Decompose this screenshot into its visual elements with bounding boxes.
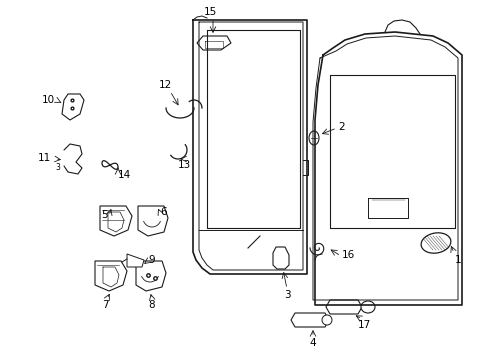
Ellipse shape (360, 301, 374, 313)
Ellipse shape (420, 233, 450, 253)
Polygon shape (95, 261, 127, 291)
Polygon shape (138, 206, 168, 236)
Text: 16: 16 (341, 250, 354, 260)
Text: 9: 9 (148, 255, 154, 265)
Polygon shape (197, 36, 230, 50)
Polygon shape (100, 206, 132, 236)
Text: 1: 1 (454, 255, 461, 265)
Text: 17: 17 (357, 320, 370, 330)
Polygon shape (136, 261, 165, 291)
Text: 8: 8 (148, 300, 155, 310)
Text: 3: 3 (55, 163, 60, 172)
Text: 13: 13 (178, 160, 191, 170)
Text: 12: 12 (158, 80, 171, 90)
Text: 2: 2 (337, 122, 344, 132)
Text: 10: 10 (42, 95, 55, 105)
Text: 14: 14 (118, 170, 131, 180)
Polygon shape (127, 254, 143, 267)
Ellipse shape (321, 315, 331, 325)
Polygon shape (62, 94, 84, 120)
Text: 11: 11 (38, 153, 51, 163)
Text: 15: 15 (203, 7, 216, 17)
Polygon shape (290, 313, 328, 327)
Text: 4: 4 (309, 338, 316, 348)
Ellipse shape (308, 131, 318, 145)
Text: 3: 3 (283, 290, 290, 300)
Polygon shape (325, 300, 361, 314)
Polygon shape (272, 247, 288, 269)
Text: 6: 6 (160, 207, 166, 217)
Text: 7: 7 (102, 300, 108, 310)
Text: 5: 5 (101, 210, 108, 220)
